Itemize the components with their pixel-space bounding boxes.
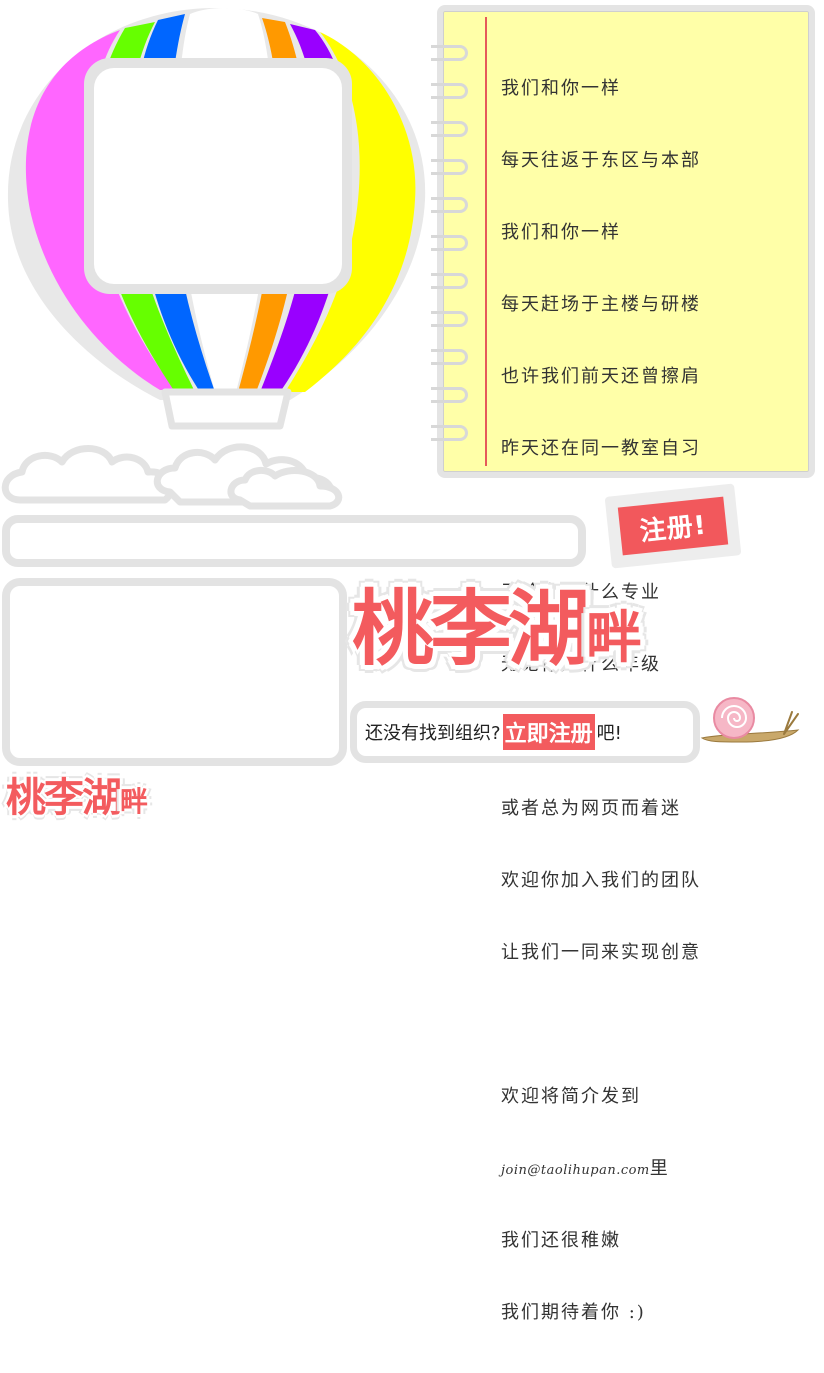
note-line: 欢迎你加入我们的团队 xyxy=(501,870,701,891)
register-button[interactable]: 注册! xyxy=(604,483,742,569)
binder-ring-icon xyxy=(431,83,468,99)
binder-ring-icon xyxy=(431,235,468,251)
email-suffix: 里 xyxy=(649,1158,670,1179)
snail-icon xyxy=(700,697,800,743)
logo-small-text: 桃李湖 xyxy=(6,775,122,821)
note-line: 昨天还在同一教室自习 xyxy=(501,438,701,459)
clouds-illustration xyxy=(1,443,343,510)
register-button-label: 注册! xyxy=(617,496,729,556)
binder-ring-icon xyxy=(431,121,468,137)
note-line: 每天赶场于主楼与研楼 xyxy=(501,294,701,315)
email-link[interactable]: join@taolihupan.com xyxy=(501,1163,650,1178)
slogan-suffix: 吧! xyxy=(596,723,622,744)
binder-ring-icon xyxy=(431,349,468,365)
slogan-prefix: 还没有找到组织? xyxy=(365,723,501,744)
site-logo-small: 桃李湖畔 xyxy=(6,770,148,830)
banner-bar xyxy=(2,515,586,567)
note-line: 我们和你一样 xyxy=(501,222,621,243)
note-line: 也许我们前天还曾擦肩 xyxy=(501,366,701,387)
note-line: 无论你是什么专业 xyxy=(501,582,661,603)
note-line: 每天往返于东区与本部 xyxy=(501,150,701,171)
logo-suffix: 畔 xyxy=(586,606,643,671)
note-email-line: join@taolihupan.com里 xyxy=(501,1157,803,1181)
note-line: 我们和你一样 xyxy=(501,78,621,99)
slogan-pill: 还没有找到组织? 立即注册 吧! xyxy=(350,701,700,763)
binder-ring-icon xyxy=(431,159,468,175)
binder-ring-icon xyxy=(431,387,468,403)
note-line: 让我们一同来实现创意 xyxy=(501,942,701,963)
site-logo: 桃李湖畔 xyxy=(352,580,642,689)
binder-ring-icon xyxy=(431,425,468,441)
binder-ring-icon xyxy=(431,273,468,289)
note-line xyxy=(501,1013,803,1037)
content-frame xyxy=(2,578,347,766)
binder-ring-icon xyxy=(431,45,468,61)
hot-air-balloon-illustration xyxy=(7,8,426,430)
note-margin-line xyxy=(485,17,487,466)
binder-ring-icon xyxy=(431,197,468,213)
binder-ring-icon xyxy=(431,311,468,327)
note-line: 或者总为网页而着迷 xyxy=(501,798,681,819)
logo-text: 桃李湖 xyxy=(352,582,590,677)
notebook-note: 我们和你一样 每天往返于东区与本部 我们和你一样 每天赶场于主楼与研楼 也许我们… xyxy=(431,5,815,1323)
register-now-link[interactable]: 立即注册 xyxy=(502,714,595,750)
note-line: 我们期待着你 :) xyxy=(501,1302,646,1323)
note-line: 无论你是什么年级 xyxy=(501,654,661,675)
note-line: 欢迎将简介发到 xyxy=(501,1086,641,1107)
note-line: 我们还很稚嫩 xyxy=(501,1230,621,1251)
logo-small-suffix: 畔 xyxy=(120,785,149,818)
